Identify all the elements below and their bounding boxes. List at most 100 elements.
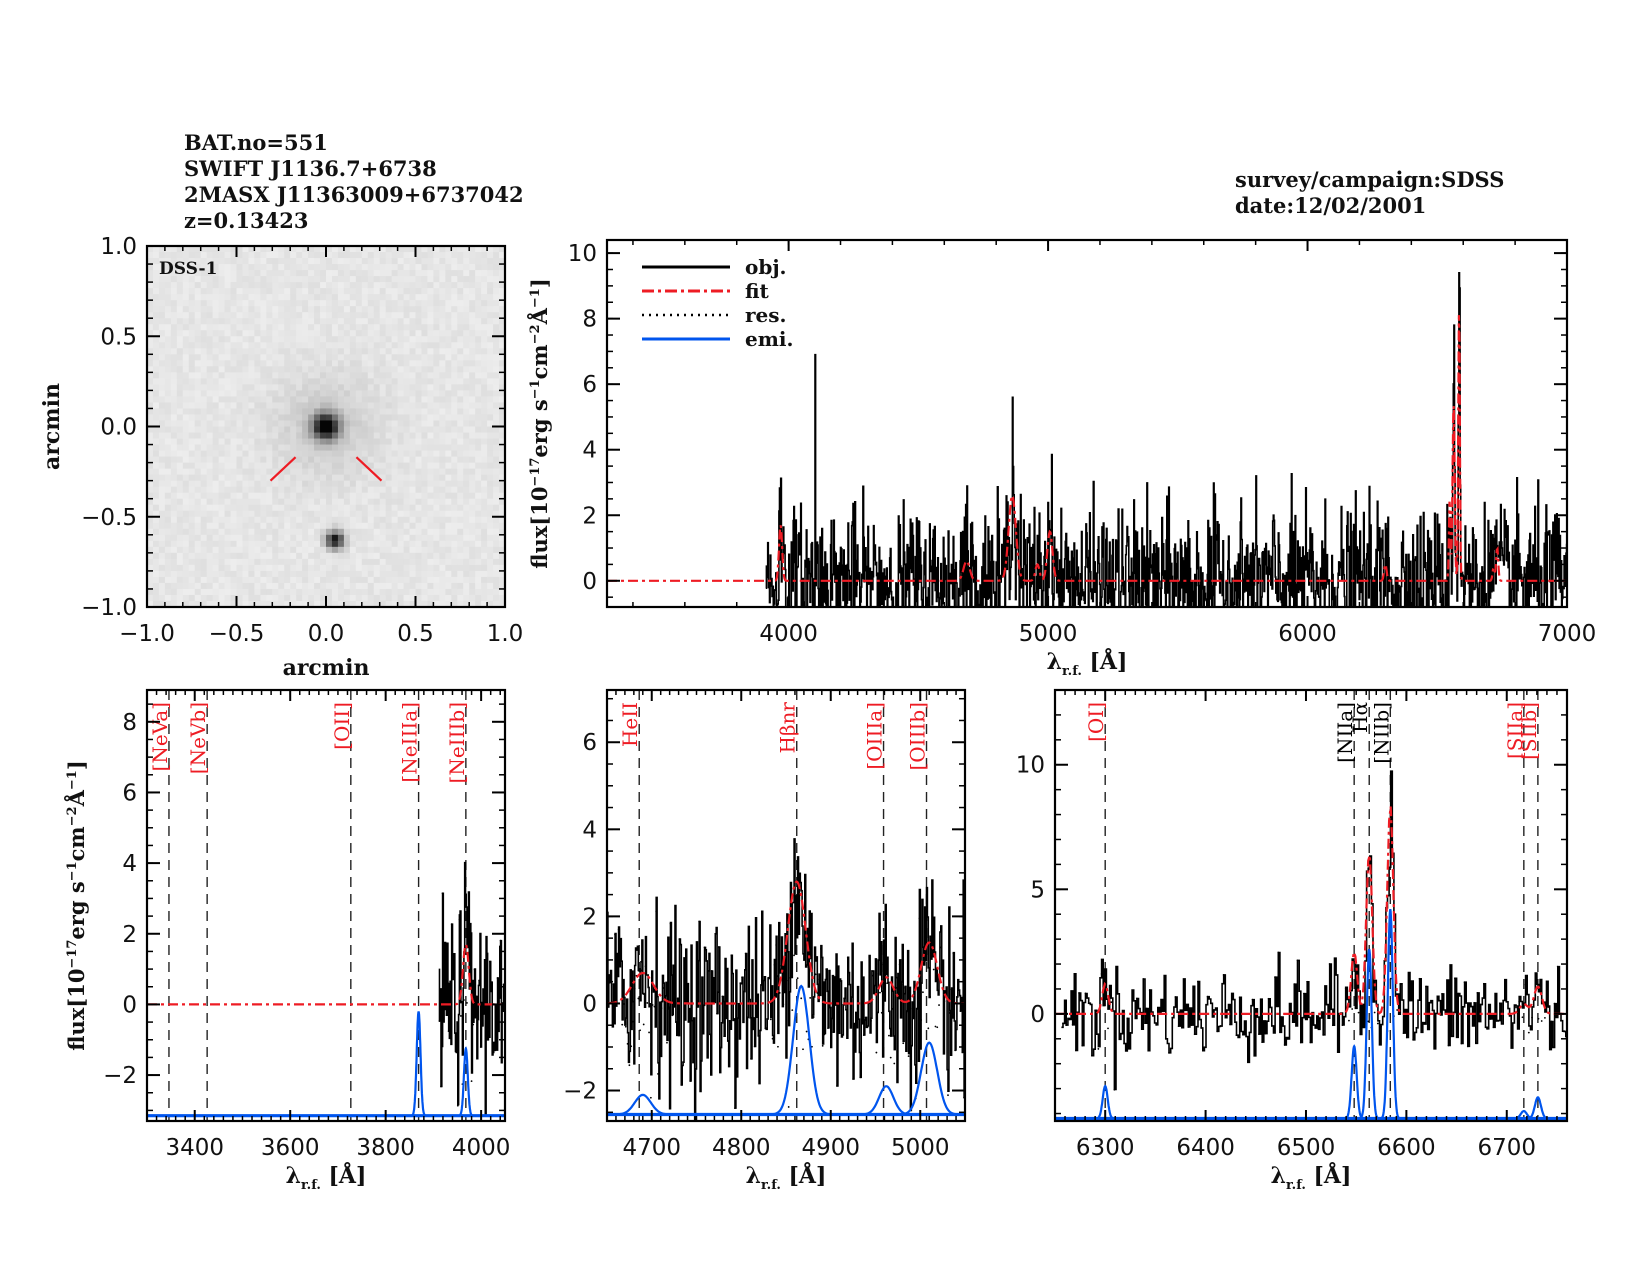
fit-line bbox=[607, 315, 1567, 582]
image-pixel bbox=[457, 348, 464, 355]
image-pixel bbox=[469, 456, 476, 464]
image-pixel bbox=[337, 306, 345, 313]
image-pixel bbox=[433, 432, 440, 440]
image-pixel bbox=[355, 258, 363, 265]
image-pixel bbox=[158, 330, 166, 337]
image-pixel bbox=[337, 576, 345, 584]
image-pixel bbox=[439, 510, 446, 518]
image-pixel bbox=[439, 252, 446, 259]
image-pixel bbox=[391, 324, 399, 331]
image-pixel bbox=[445, 384, 452, 391]
image-pixel bbox=[266, 528, 273, 536]
image-pixel bbox=[147, 594, 154, 602]
image-pixel bbox=[349, 396, 357, 404]
image-pixel bbox=[272, 588, 279, 596]
residual-point bbox=[452, 964, 455, 967]
image-pixel bbox=[158, 456, 166, 464]
residual-point bbox=[1123, 1042, 1125, 1045]
image-pixel bbox=[224, 258, 232, 265]
image-pixel bbox=[391, 366, 399, 373]
image-pixel bbox=[147, 414, 154, 422]
residual-point bbox=[1071, 1023, 1074, 1026]
image-pixel bbox=[373, 570, 381, 578]
image-pixel bbox=[284, 324, 291, 331]
image-pixel bbox=[320, 270, 327, 277]
image-pixel bbox=[284, 312, 291, 319]
image-pixel bbox=[487, 594, 494, 602]
image-pixel bbox=[445, 324, 452, 331]
image-pixel bbox=[147, 600, 154, 608]
image-pixel bbox=[397, 462, 405, 470]
zoom-panel-hbeta: HeII Hβnr [OIIIa] [OIIIb]4700 4800 4900 5000−2… bbox=[563, 688, 967, 1193]
image-pixel bbox=[224, 600, 232, 608]
image-pixel bbox=[254, 468, 261, 476]
image-pixel bbox=[385, 450, 393, 458]
image-pixel bbox=[361, 588, 369, 596]
image-pixel bbox=[409, 366, 417, 373]
y-tick-label: −2 bbox=[563, 1079, 597, 1105]
image-pixel bbox=[391, 348, 399, 355]
image-pixel bbox=[421, 570, 429, 578]
image-pixel bbox=[212, 480, 220, 488]
image-pixel bbox=[439, 342, 446, 349]
image-pixel bbox=[355, 582, 363, 590]
image-pixel bbox=[248, 282, 255, 289]
image-pixel bbox=[421, 270, 429, 277]
image-pixel bbox=[373, 462, 381, 470]
image-pixel bbox=[487, 462, 494, 470]
image-pixel bbox=[326, 336, 333, 343]
image-pixel bbox=[218, 528, 226, 536]
residual-point bbox=[1136, 997, 1138, 1000]
image-pixel bbox=[236, 468, 244, 476]
x-tick-label: 5000 bbox=[1019, 621, 1078, 647]
image-pixel bbox=[349, 300, 357, 307]
image-pixel bbox=[284, 276, 291, 283]
image-pixel bbox=[224, 276, 232, 283]
image-pixel bbox=[290, 432, 297, 440]
image-pixel bbox=[302, 402, 309, 410]
image-pixel bbox=[302, 456, 309, 464]
image-pixel bbox=[403, 522, 411, 530]
image-pixel bbox=[284, 498, 291, 506]
image-pixel bbox=[254, 528, 261, 536]
image-pixel bbox=[487, 282, 494, 289]
image-pixel bbox=[367, 378, 375, 385]
image-pixel bbox=[248, 558, 255, 566]
image-pixel bbox=[343, 420, 351, 428]
image-pixel bbox=[487, 420, 494, 428]
image-pixel bbox=[355, 246, 363, 253]
image-pixel bbox=[296, 438, 303, 446]
image-pixel bbox=[320, 438, 327, 446]
image-pixel bbox=[284, 594, 291, 602]
image-pixel bbox=[296, 354, 303, 361]
image-pixel bbox=[182, 570, 190, 578]
image-pixel bbox=[469, 276, 476, 283]
image-pixel bbox=[224, 246, 232, 253]
image-pixel bbox=[278, 366, 285, 373]
source-marker-line bbox=[269, 456, 297, 482]
image-pixel bbox=[302, 294, 309, 301]
image-pixel bbox=[314, 366, 321, 373]
image-pixel bbox=[302, 366, 309, 373]
image-pixel bbox=[361, 558, 369, 566]
image-pixel bbox=[463, 336, 470, 343]
image-pixel bbox=[457, 294, 464, 301]
residual-point bbox=[1296, 959, 1299, 962]
image-pixel bbox=[314, 438, 321, 446]
image-pixel bbox=[284, 384, 291, 391]
image-pixel bbox=[302, 318, 309, 325]
image-pixel bbox=[373, 510, 381, 518]
image-pixel bbox=[337, 438, 345, 446]
image-pixel bbox=[397, 600, 405, 608]
image-pixel bbox=[296, 474, 303, 482]
image-pixel bbox=[308, 570, 315, 578]
image-pixel bbox=[200, 582, 208, 590]
image-pixel bbox=[469, 336, 476, 343]
image-pixel bbox=[433, 504, 440, 512]
image-pixel bbox=[385, 444, 393, 452]
image-pixel bbox=[200, 540, 208, 548]
image-pixel bbox=[266, 324, 273, 331]
observation-date: date:12/02/2001 bbox=[1235, 193, 1427, 218]
image-pixel bbox=[284, 486, 291, 494]
image-pixel bbox=[200, 312, 208, 319]
